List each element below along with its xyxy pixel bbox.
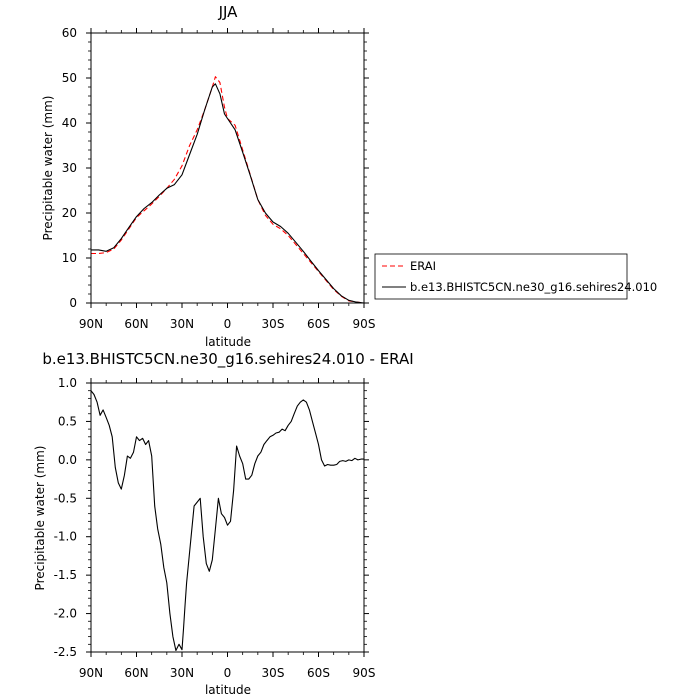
- legend: ERAI b.e13.BHISTC5CN.ne30_g16.sehires24.…: [374, 253, 657, 300]
- top-y-tick-label: 20: [62, 206, 77, 220]
- top-y-tick-label: 50: [62, 71, 77, 85]
- bottom-x-axis-label: latitude: [205, 683, 251, 697]
- bottom-y-tick-label: 1.0: [58, 376, 77, 390]
- top-series-line-1: [91, 83, 365, 304]
- bottom-x-tick-label: 0: [224, 666, 232, 680]
- bottom-y-axis-label: Precipitable water (mm): [33, 446, 47, 591]
- bottom-chart-title: b.e13.BHISTC5CN.ne30_g16.sehires24.010 -…: [42, 350, 413, 369]
- top-x-tick-label: 60S: [307, 317, 330, 331]
- bottom-y-tick-label: -0.5: [54, 491, 77, 505]
- legend-box: [374, 253, 628, 300]
- bottom-axes: 90N 60N 30N 0 30S 60S 90S 1.0 0.5 0.0 -0.5 -1.0 -1.5…: [54, 376, 376, 680]
- bottom-x-tick-label: 30S: [262, 666, 285, 680]
- top-series-line-0: [91, 76, 365, 304]
- legend-label-erai: ERAI: [410, 259, 436, 273]
- bottom-x-tick-label: 90N: [79, 666, 103, 680]
- bottom-y-tick-label: 0.5: [58, 414, 77, 428]
- top-x-tick-label: 60N: [124, 317, 148, 331]
- bottom-y-tick-label: -1.5: [54, 568, 77, 582]
- legend-label-model: b.e13.BHISTC5CN.ne30_g16.sehires24.010: [410, 280, 657, 294]
- top-y-tick-label: 0: [69, 296, 77, 310]
- bottom-x-tick-label: 90S: [353, 666, 376, 680]
- top-y-tick-label: 60: [62, 26, 77, 40]
- top-y-axis-label: Precipitable water (mm): [41, 96, 55, 241]
- bottom-x-tick-label: 60N: [124, 666, 148, 680]
- bottom-series-line-0: [90, 390, 364, 652]
- top-x-tick-label: 30S: [262, 317, 285, 331]
- top-axes: 90N 60N 30N 0 30S 60S 90S 0 10 20 30 40 50 60: [62, 26, 376, 331]
- bottom-y-tick-label: -1.0: [54, 530, 77, 544]
- bottom-series-lines: [90, 390, 364, 652]
- bottom-y-tick-label: -2.5: [54, 645, 77, 659]
- top-series-lines: [91, 76, 365, 304]
- top-x-tick-label: 0: [224, 317, 232, 331]
- bottom-y-tick-label: 0.0: [58, 453, 77, 467]
- bottom-y-tick-label: -2.0: [54, 607, 77, 621]
- bottom-x-tick-label: 30N: [170, 666, 194, 680]
- top-panel: JJA 90N 60N 30N 0 30S 60S 90S 0 10 20 30 40 50 60 lat…: [41, 3, 375, 349]
- bottom-panel: b.e13.BHISTC5CN.ne30_g16.sehires24.010 -…: [33, 350, 414, 697]
- top-chart-title: JJA: [218, 3, 239, 21]
- top-y-tick-label: 30: [62, 161, 77, 175]
- top-x-axis-label: latitude: [205, 335, 251, 349]
- bottom-x-tick-label: 60S: [307, 666, 330, 680]
- top-y-tick-label: 40: [62, 116, 77, 130]
- top-x-tick-label: 90S: [353, 317, 376, 331]
- top-x-tick-label: 30N: [170, 317, 194, 331]
- top-x-tick-label: 90N: [79, 317, 103, 331]
- top-y-tick-label: 10: [62, 251, 77, 265]
